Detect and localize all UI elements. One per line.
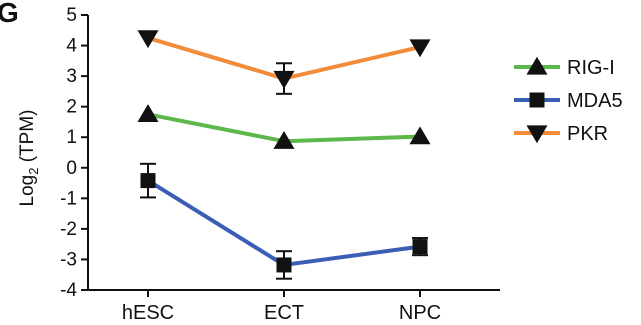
data-point-pkr — [273, 70, 295, 89]
y-tick-label: 4 — [66, 36, 77, 57]
legend-marker-mda5 — [529, 92, 545, 108]
data-point-mda5 — [140, 173, 156, 189]
y-tick-label: 3 — [66, 66, 77, 87]
y-axis-label: Log2 (TPM) — [17, 110, 41, 207]
y-tick-label: -2 — [60, 219, 77, 240]
legend-label-pkr: PKR — [567, 123, 608, 145]
y-tick-label: -1 — [60, 188, 77, 209]
y-tick-label: 2 — [66, 97, 77, 118]
y-tick-label: -3 — [60, 249, 77, 270]
y-tick-label: 1 — [66, 127, 77, 148]
y-tick-label: 5 — [66, 5, 77, 26]
data-point-rig-i — [137, 104, 159, 122]
plot-area: 5 4 3 2 1 0 -1 -2 -3 -4 hESC ECT NPC — [60, 5, 500, 324]
x-tick-label: ECT — [264, 302, 304, 324]
data-point-pkr — [137, 30, 159, 49]
legend-marker-rig-i — [526, 56, 548, 75]
data-point-rig-i — [273, 130, 295, 149]
y-tick-label: 0 — [66, 158, 77, 179]
data-point-pkr — [409, 39, 431, 58]
y-tick-label: -4 — [60, 280, 77, 301]
y-axis-label-subscript: 2 — [26, 168, 41, 175]
x-tick-label: hESC — [122, 302, 174, 324]
y-axis-label-suffix: (TPM) — [17, 110, 38, 168]
y-axis-label-main: Log — [17, 175, 38, 207]
legend-label-rig-i: RIG-I — [567, 57, 615, 79]
legend: RIG-I MDA5 PKR — [514, 56, 623, 145]
panel-letter: G — [0, 0, 19, 28]
legend-marker-pkr — [526, 125, 548, 144]
x-tick-label: NPC — [399, 302, 441, 324]
data-point-mda5 — [276, 257, 292, 273]
data-point-rig-i — [409, 126, 431, 145]
legend-label-mda5: MDA5 — [567, 90, 623, 112]
data-point-mda5 — [412, 239, 428, 255]
